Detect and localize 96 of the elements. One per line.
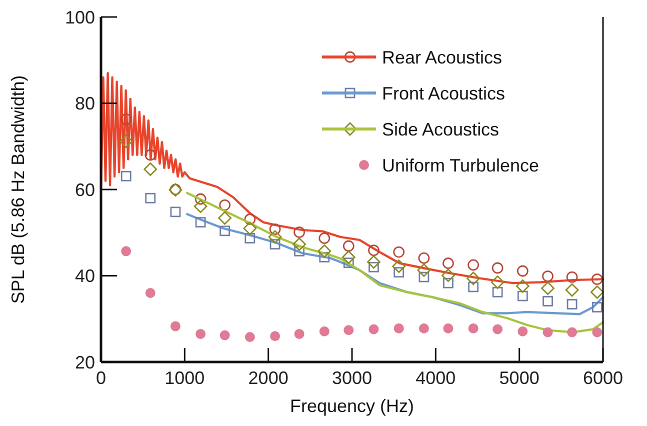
legend-label: Side Acoustics <box>382 119 500 140</box>
point <box>490 276 504 289</box>
point <box>120 170 132 182</box>
point <box>542 296 553 306</box>
point <box>294 328 304 339</box>
point <box>466 272 480 286</box>
point <box>516 279 530 293</box>
point <box>119 134 133 148</box>
point <box>144 162 158 176</box>
point <box>443 278 454 288</box>
y-tick-label: 100 <box>64 7 95 28</box>
point <box>394 323 404 334</box>
point <box>517 290 528 302</box>
point <box>244 332 255 342</box>
point <box>342 240 354 252</box>
point <box>292 238 306 251</box>
point <box>392 260 406 273</box>
legend-label: Front Acoustics <box>382 83 506 104</box>
point <box>121 246 132 256</box>
point <box>269 223 281 235</box>
x-tick-label: 0 <box>96 368 106 388</box>
legend-label: Uniform Turbulence <box>382 155 540 176</box>
point <box>516 265 528 277</box>
point <box>144 149 156 161</box>
point <box>243 222 257 236</box>
point <box>145 288 156 298</box>
point <box>492 262 504 274</box>
point <box>592 327 602 338</box>
point <box>367 255 380 269</box>
point <box>120 114 132 125</box>
point <box>294 226 305 238</box>
point <box>566 299 578 310</box>
point <box>244 214 256 225</box>
line-series <box>186 212 604 316</box>
point <box>418 272 430 282</box>
x-tick-label: 4000 <box>416 368 456 388</box>
point <box>394 267 404 278</box>
point <box>443 323 454 334</box>
point <box>170 206 181 218</box>
x-tick-label: 2000 <box>248 368 288 388</box>
point <box>270 239 280 250</box>
point <box>220 330 230 340</box>
point <box>195 217 206 228</box>
y-tick-label: 60 <box>74 180 95 200</box>
point <box>368 324 379 334</box>
point <box>218 211 232 225</box>
point <box>590 285 604 299</box>
point <box>194 193 206 205</box>
x-tick-label: 5000 <box>499 368 540 388</box>
point <box>566 271 578 283</box>
point <box>393 246 405 258</box>
y-tick-label: 20 <box>74 352 95 372</box>
point <box>468 259 480 271</box>
y-tick-label: 40 <box>74 266 95 286</box>
point <box>591 274 603 285</box>
point <box>468 282 479 292</box>
point <box>417 263 431 277</box>
x-tick-label: 6000 <box>582 368 624 388</box>
legend-label: Rear Acoustics <box>382 47 502 68</box>
point <box>565 283 579 297</box>
point <box>567 327 578 338</box>
y-tick-label: 80 <box>74 94 95 114</box>
x-tick-label: 3000 <box>332 368 372 388</box>
x-axis-title: Frequency (Hz) <box>290 396 414 416</box>
point <box>170 321 180 332</box>
point <box>541 282 554 295</box>
point <box>343 258 354 268</box>
point <box>418 252 430 264</box>
point <box>344 325 354 336</box>
point <box>244 233 256 244</box>
point <box>492 324 503 334</box>
point <box>196 328 206 339</box>
point <box>319 326 330 336</box>
point <box>592 302 602 312</box>
point <box>319 252 330 262</box>
point <box>219 199 231 211</box>
x-tick-label: 1000 <box>164 368 205 388</box>
point <box>542 327 553 338</box>
point <box>268 230 282 244</box>
point <box>145 192 156 204</box>
point <box>318 244 332 258</box>
point <box>442 258 454 269</box>
point <box>368 244 380 256</box>
y-axis-title: SPL dB (5.86 Hz Bandwidth) <box>8 75 28 304</box>
point <box>294 246 304 256</box>
point <box>342 250 356 264</box>
point <box>318 232 330 244</box>
point <box>468 323 478 334</box>
point <box>194 200 208 214</box>
point <box>542 270 554 282</box>
point <box>270 331 280 342</box>
point <box>442 268 455 282</box>
point <box>220 226 230 236</box>
point <box>418 323 429 334</box>
point <box>518 326 528 336</box>
point <box>492 286 503 298</box>
